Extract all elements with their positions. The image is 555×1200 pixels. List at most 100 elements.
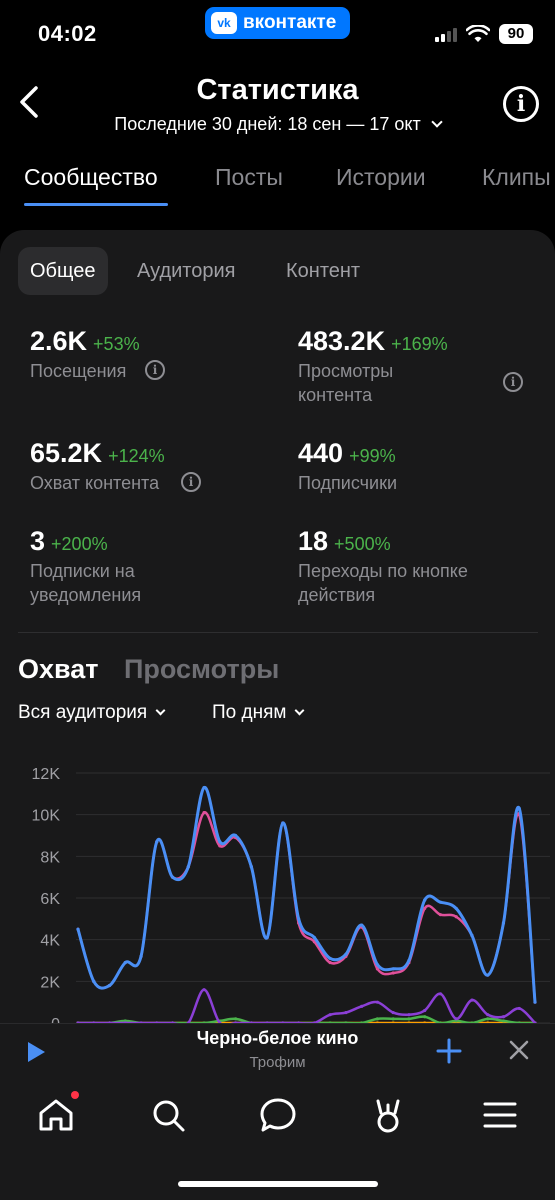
divider xyxy=(18,632,538,633)
series-line-2 xyxy=(76,988,537,1025)
chart-tab-views[interactable]: Просмотры xyxy=(124,654,280,684)
data-point xyxy=(170,875,175,879)
data-point xyxy=(328,956,332,961)
stat-delta: +500% xyxy=(334,534,391,554)
stat-delta: +99% xyxy=(349,446,396,466)
data-point xyxy=(438,900,443,904)
audience-filter[interactable]: Вся аудитория xyxy=(18,702,166,724)
chevron-down-icon xyxy=(155,705,166,716)
period-filter[interactable]: По дням xyxy=(212,702,305,724)
data-point xyxy=(202,988,206,992)
stat-label: Посещения xyxy=(30,361,127,381)
data-point xyxy=(470,933,474,938)
data-point xyxy=(92,979,96,983)
stat-delta: +53% xyxy=(93,334,140,354)
data-point xyxy=(501,921,506,925)
data-point xyxy=(186,865,190,869)
series-line-0 xyxy=(76,786,537,1004)
segment-audience[interactable]: Аудитория xyxy=(137,260,236,282)
data-point xyxy=(423,1008,427,1013)
vk-logo-icon: vk xyxy=(211,12,237,34)
data-point xyxy=(517,1006,521,1011)
stats-card: Общее Аудитория Контент 2.6K +53% Посещен… xyxy=(0,230,555,1130)
data-point xyxy=(281,821,285,825)
data-point xyxy=(265,935,269,940)
tab-community[interactable]: Сообщество xyxy=(24,164,158,190)
stat-label: Подписчики xyxy=(298,473,398,493)
data-point xyxy=(202,785,206,790)
track-artist: Трофим xyxy=(249,1054,306,1071)
mini-player[interactable]: Черно-белое кино Трофим xyxy=(0,1023,555,1079)
data-point xyxy=(123,960,127,965)
services-icon[interactable] xyxy=(368,1095,408,1135)
segment-content[interactable]: Контент xyxy=(286,260,361,282)
stat-value: 18 xyxy=(298,526,329,556)
info-icon[interactable]: i xyxy=(503,86,539,122)
data-point xyxy=(454,1017,458,1021)
period-selector[interactable]: Последние 30 дней: 18 сен — 17 окт xyxy=(0,114,555,135)
active-tab-indicator xyxy=(24,203,168,206)
chart-tab-reach[interactable]: Охват xyxy=(18,654,99,684)
data-point xyxy=(391,1010,395,1015)
close-icon[interactable] xyxy=(508,1039,530,1061)
play-icon[interactable] xyxy=(28,1042,45,1062)
tab-posts[interactable]: Посты xyxy=(215,164,283,190)
back-icon[interactable] xyxy=(14,82,42,122)
messages-icon[interactable] xyxy=(258,1095,298,1135)
stat-label: Просмотры контента xyxy=(298,361,394,405)
y-tick-label: 0 xyxy=(51,1016,60,1025)
data-point xyxy=(107,983,112,988)
menu-icon[interactable] xyxy=(480,1095,520,1135)
info-icon[interactable]: i xyxy=(503,372,523,392)
stat-action-clicks: 18 +500% Переходы по кнопке действия xyxy=(298,526,498,607)
stat-label: Переходы по кнопке действия xyxy=(298,561,468,605)
stat-value: 483.2K xyxy=(298,326,386,356)
reach-chart[interactable]: 12K 10K 8K 6K 4K 2K 0 xyxy=(0,755,555,1025)
stat-label: Подписки на уведомления xyxy=(30,561,142,605)
data-point xyxy=(391,1017,395,1021)
stat-subscribers: 440 +99% Подписчики xyxy=(298,438,498,495)
notification-dot xyxy=(71,1091,79,1099)
data-point xyxy=(454,915,458,919)
y-tick-label: 10K xyxy=(32,808,61,825)
tab-clips[interactable]: Клипы xyxy=(482,164,551,190)
data-point xyxy=(501,1019,506,1023)
data-point xyxy=(360,923,364,927)
y-tick-label: 6K xyxy=(40,891,60,908)
battery-indicator: 90 xyxy=(499,24,533,44)
period-filter-label: По дням xyxy=(212,702,287,723)
data-point xyxy=(202,810,206,815)
data-point xyxy=(328,1013,332,1017)
period-label: Последние 30 дней: 18 сен — 17 окт xyxy=(114,114,421,134)
data-point xyxy=(438,913,443,917)
data-point xyxy=(454,906,458,911)
tab-stories[interactable]: Истории xyxy=(336,164,426,190)
segment-general[interactable]: Общее xyxy=(18,247,108,295)
data-point xyxy=(375,1017,380,1021)
search-icon[interactable] xyxy=(148,1095,188,1135)
data-point xyxy=(375,963,380,967)
page-title: Статистика xyxy=(196,74,359,106)
data-point xyxy=(407,958,411,963)
stat-value: 65.2K xyxy=(30,438,103,468)
vk-app-label: вконтакте xyxy=(243,12,337,33)
add-icon[interactable] xyxy=(436,1038,462,1064)
data-point xyxy=(312,935,316,940)
y-tick-label: 4K xyxy=(40,933,60,950)
cellular-signal-icon xyxy=(435,26,457,42)
info-icon[interactable]: i xyxy=(145,360,165,380)
vk-app-pill[interactable]: vk вконтакте xyxy=(205,7,350,39)
bottom-navigation xyxy=(0,1079,555,1200)
chevron-down-icon xyxy=(431,116,443,128)
home-icon[interactable] xyxy=(36,1095,76,1135)
page-header: Статистика Последние 30 дней: 18 сен — 1… xyxy=(0,66,555,146)
status-icons: 90 xyxy=(435,24,533,44)
data-point xyxy=(470,998,474,1002)
data-point xyxy=(233,833,238,838)
y-tick-label: 2K xyxy=(40,974,60,991)
data-point xyxy=(344,952,348,956)
info-icon[interactable]: i xyxy=(181,472,201,492)
chevron-down-icon xyxy=(294,705,305,716)
data-point xyxy=(486,973,490,977)
data-point xyxy=(297,917,301,921)
